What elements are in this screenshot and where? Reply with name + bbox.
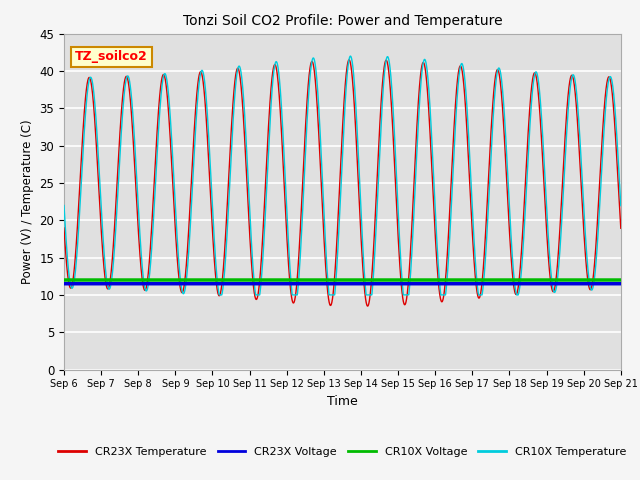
Text: TZ_soilco2: TZ_soilco2 bbox=[75, 50, 148, 63]
Legend: CR23X Temperature, CR23X Voltage, CR10X Voltage, CR10X Temperature: CR23X Temperature, CR23X Voltage, CR10X … bbox=[54, 443, 631, 461]
Y-axis label: Power (V) / Temperature (C): Power (V) / Temperature (C) bbox=[21, 120, 34, 284]
Title: Tonzi Soil CO2 Profile: Power and Temperature: Tonzi Soil CO2 Profile: Power and Temper… bbox=[182, 14, 502, 28]
X-axis label: Time: Time bbox=[327, 395, 358, 408]
